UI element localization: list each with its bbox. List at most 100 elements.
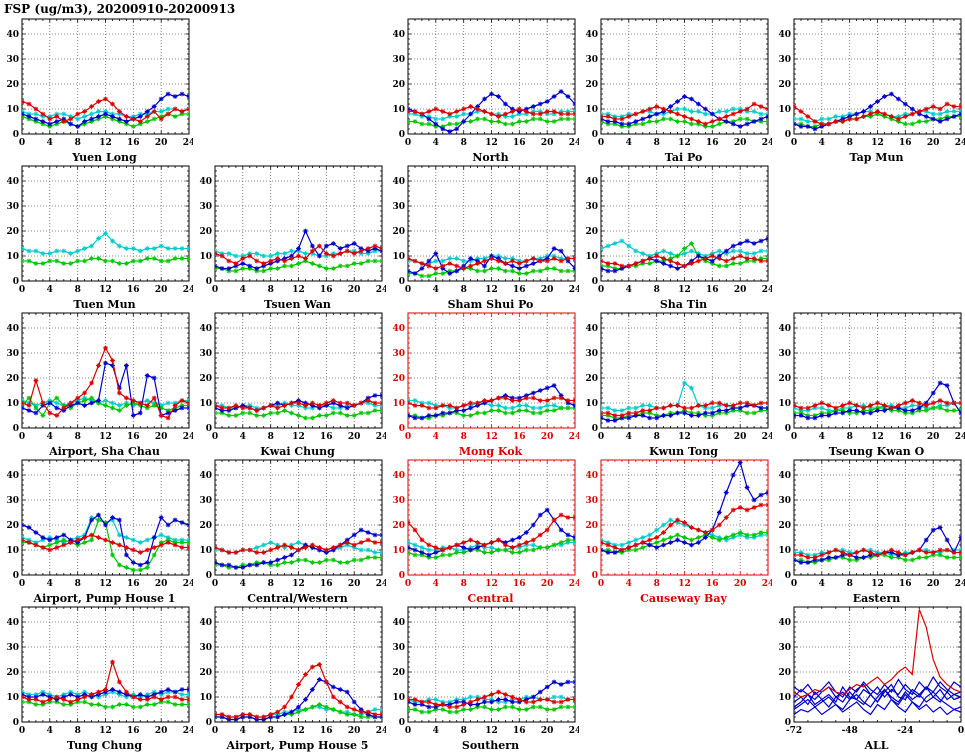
svg-text:4: 4 bbox=[819, 432, 825, 442]
svg-text:8: 8 bbox=[268, 726, 274, 736]
panel-label: Central/Western bbox=[247, 592, 348, 605]
svg-text:20: 20 bbox=[585, 227, 598, 237]
panel-label: Airport, Sha Chau bbox=[49, 445, 160, 458]
chart-panel: 0 10 20 30 40 0 4 8 12 16 20 24 Kwun Tong bbox=[579, 310, 774, 458]
chart-panel: 0 10 20 30 40 0 4 8 12 16 20 24 Airport, Pump House … bbox=[0, 457, 195, 605]
svg-text:24: 24 bbox=[955, 579, 965, 589]
chart-panel: 0 10 20 30 40 0 4 8 12 16 20 24 Tap Mun bbox=[772, 16, 965, 164]
svg-text:0: 0 bbox=[212, 579, 218, 589]
svg-text:30: 30 bbox=[585, 496, 598, 506]
svg-text:24: 24 bbox=[569, 432, 579, 442]
svg-text:16: 16 bbox=[320, 432, 333, 442]
svg-text:40: 40 bbox=[6, 471, 19, 481]
chart-panel: 0 10 20 30 40 0 4 8 12 16 20 24 Mong Kok bbox=[386, 310, 581, 458]
svg-text:12: 12 bbox=[99, 726, 112, 736]
svg-text:20: 20 bbox=[734, 432, 747, 442]
svg-text:16: 16 bbox=[127, 138, 140, 148]
svg-text:10: 10 bbox=[392, 546, 405, 556]
chart-grid: 0 10 20 30 40 0 4 8 12 16 20 24 Yuen Long 0 10 20 30 40 0 4… bbox=[0, 16, 965, 752]
svg-text:16: 16 bbox=[899, 432, 912, 442]
svg-text:40: 40 bbox=[585, 324, 598, 334]
svg-text:20: 20 bbox=[392, 80, 405, 90]
svg-text:40: 40 bbox=[6, 30, 19, 40]
panel-plot: 0 10 20 30 40 0 4 8 12 16 20 24 bbox=[392, 459, 581, 589]
svg-text:40: 40 bbox=[392, 471, 405, 481]
panel-label: Tuen Mun bbox=[73, 298, 136, 311]
svg-text:8: 8 bbox=[461, 726, 467, 736]
svg-text:30: 30 bbox=[6, 202, 19, 212]
svg-text:8: 8 bbox=[461, 138, 467, 148]
svg-text:10: 10 bbox=[392, 105, 405, 115]
svg-text:4: 4 bbox=[47, 726, 53, 736]
svg-text:24: 24 bbox=[762, 138, 772, 148]
svg-text:16: 16 bbox=[127, 432, 140, 442]
svg-text:0: 0 bbox=[785, 130, 791, 140]
svg-text:20: 20 bbox=[778, 668, 791, 678]
svg-text:20: 20 bbox=[778, 80, 791, 90]
svg-text:10: 10 bbox=[778, 399, 791, 409]
svg-text:30: 30 bbox=[392, 643, 405, 653]
svg-text:4: 4 bbox=[240, 432, 246, 442]
svg-text:0: 0 bbox=[206, 571, 212, 581]
svg-text:20: 20 bbox=[155, 285, 168, 295]
svg-text:10: 10 bbox=[6, 693, 19, 703]
svg-text:20: 20 bbox=[199, 521, 212, 531]
panel-plot: 0 10 20 30 40 0 4 8 12 16 20 24 bbox=[392, 165, 581, 295]
svg-text:40: 40 bbox=[392, 30, 405, 40]
svg-text:0: 0 bbox=[785, 424, 791, 434]
panel-plot: 0 10 20 30 40 0 4 8 12 16 20 24 bbox=[199, 312, 388, 442]
panel-plot: 0 10 20 30 40 0 4 8 12 16 20 24 bbox=[6, 165, 195, 295]
svg-text:20: 20 bbox=[778, 521, 791, 531]
svg-text:30: 30 bbox=[778, 349, 791, 359]
svg-text:40: 40 bbox=[392, 177, 405, 187]
svg-text:30: 30 bbox=[199, 496, 212, 506]
svg-text:0: 0 bbox=[13, 277, 19, 287]
svg-text:0: 0 bbox=[598, 432, 604, 442]
svg-text:30: 30 bbox=[778, 55, 791, 65]
svg-text:24: 24 bbox=[762, 579, 772, 589]
svg-text:40: 40 bbox=[6, 324, 19, 334]
svg-text:0: 0 bbox=[785, 718, 791, 728]
svg-text:0: 0 bbox=[206, 424, 212, 434]
svg-text:4: 4 bbox=[433, 285, 439, 295]
svg-text:12: 12 bbox=[485, 432, 498, 442]
panel-label: Causeway Bay bbox=[640, 592, 727, 605]
panel-plot: 0 10 20 30 40 0 4 8 12 16 20 24 bbox=[585, 165, 774, 295]
svg-text:20: 20 bbox=[6, 521, 19, 531]
svg-text:10: 10 bbox=[199, 693, 212, 703]
svg-text:12: 12 bbox=[678, 432, 691, 442]
svg-text:40: 40 bbox=[585, 471, 598, 481]
svg-text:40: 40 bbox=[199, 324, 212, 334]
svg-text:16: 16 bbox=[513, 138, 526, 148]
svg-text:30: 30 bbox=[585, 55, 598, 65]
svg-text:0: 0 bbox=[212, 726, 218, 736]
chart-panel: 0 10 20 30 40 0 4 8 12 16 20 24 North bbox=[386, 16, 581, 164]
svg-text:8: 8 bbox=[75, 726, 81, 736]
svg-text:30: 30 bbox=[392, 349, 405, 359]
svg-text:4: 4 bbox=[47, 138, 53, 148]
svg-text:20: 20 bbox=[927, 138, 940, 148]
svg-text:20: 20 bbox=[348, 285, 361, 295]
svg-text:0: 0 bbox=[13, 424, 19, 434]
svg-text:12: 12 bbox=[292, 285, 305, 295]
panel-label: Kwai Chung bbox=[260, 445, 335, 458]
svg-text:8: 8 bbox=[268, 432, 274, 442]
svg-text:20: 20 bbox=[541, 432, 554, 442]
svg-text:12: 12 bbox=[485, 138, 498, 148]
panel-label: Tsuen Wan bbox=[264, 298, 331, 311]
svg-text:20: 20 bbox=[155, 138, 168, 148]
svg-text:8: 8 bbox=[461, 579, 467, 589]
svg-text:4: 4 bbox=[433, 726, 439, 736]
svg-text:8: 8 bbox=[654, 432, 660, 442]
chart-panel: 0 10 20 30 40 0 4 8 12 16 20 24 Sha Tin bbox=[579, 163, 774, 311]
svg-text:8: 8 bbox=[268, 579, 274, 589]
svg-text:10: 10 bbox=[6, 252, 19, 262]
chart-panel: 0 10 20 30 40 0 4 8 12 16 20 24 Causeway Bay bbox=[579, 457, 774, 605]
svg-text:0: 0 bbox=[212, 285, 218, 295]
svg-text:0: 0 bbox=[405, 432, 411, 442]
svg-text:20: 20 bbox=[6, 227, 19, 237]
svg-text:0: 0 bbox=[206, 718, 212, 728]
svg-text:12: 12 bbox=[485, 726, 498, 736]
svg-text:10: 10 bbox=[585, 252, 598, 262]
svg-text:20: 20 bbox=[585, 80, 598, 90]
